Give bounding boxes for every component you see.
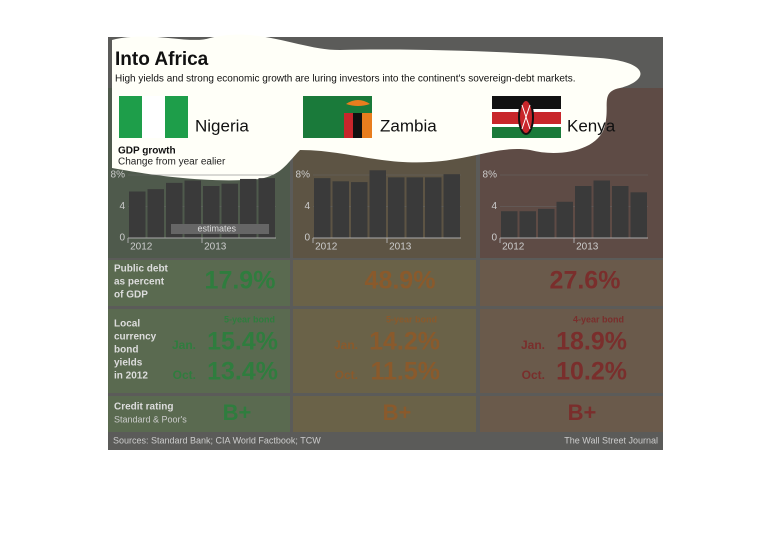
row-label: as percent [114,277,165,288]
row-bg [293,309,476,393]
bar [184,180,201,238]
x-tick-label: 2013 [204,242,227,253]
flag-stripe [353,113,362,138]
bar [314,178,331,238]
bar [129,191,146,238]
bar [575,186,592,238]
flag-spear [521,104,531,130]
row-label: bond [114,345,138,356]
row-bg [108,309,290,393]
row-bg [108,396,290,432]
content: Into Africa High yields and strong econom… [111,49,658,445]
bond-yield: 18.9% [556,328,627,356]
flag-eagle [346,100,370,106]
bond-month: Jan. [334,338,358,352]
subtitle: High yields and strong economic growth a… [115,74,575,85]
flag-stripe [142,96,165,138]
y-tick-label: 4 [304,201,310,212]
y-tick-label: 8% [296,170,311,181]
bar [351,182,368,238]
flag-stripe [344,113,353,138]
bond-month: Jan. [172,338,196,352]
bar [538,208,555,238]
bar [258,178,275,238]
bond-yield: 10.2% [556,358,627,386]
row-label: Local [114,319,140,330]
y-tick-label: 8% [483,170,498,181]
row-label: Standard & Poor's [114,414,187,424]
y-tick-label: 4 [491,201,497,212]
row-label: of GDP [114,290,148,301]
gdp-title: GDP growth [118,146,176,157]
x-tick-label: 2013 [576,242,599,253]
row-label: currency [114,332,157,343]
bond-type: 5-year bond [386,314,437,324]
credit: The Wall Street Journal [564,435,658,445]
bond-month: Oct. [173,368,196,382]
gdp-subtitle: Change from year ealier [118,157,226,168]
country-name: Nigeria [195,116,249,135]
flag-stripe [119,96,142,138]
flag-stripe [165,96,188,138]
bar [147,189,164,238]
annotation: estimates [198,223,237,233]
y-tick-label: 4 [119,201,125,212]
bar [593,180,610,238]
bar [556,201,573,238]
debt-value: 48.9% [365,267,436,295]
debt-value: 27.6% [550,267,621,295]
row-bg [480,309,663,393]
bond-yield: 13.4% [207,358,278,386]
debt-value: 17.9% [205,267,276,295]
y-tick-label: 8% [111,170,126,181]
rating: B+ [223,400,252,425]
source: Sources: Standard Bank; CIA World Factbo… [113,435,321,445]
flag-stripe [362,113,372,138]
row-label: yields [114,358,143,369]
country-name: Zambia [380,116,437,135]
y-tick-label: 0 [119,233,125,244]
row-bg [480,260,663,306]
bar [630,192,647,238]
y-tick-label: 0 [491,233,497,244]
row-bg [108,260,290,306]
x-tick-label: 2012 [130,242,153,253]
y-tick-label: 0 [304,233,310,244]
bar [501,211,518,238]
bond-month: Oct. [522,368,545,382]
bar [443,174,460,238]
rating: B+ [383,400,412,425]
bond-yield: 14.2% [369,328,440,356]
annotation-box [171,224,270,234]
x-tick-label: 2013 [389,242,412,253]
bar [369,170,386,238]
row-label: in 2012 [114,371,148,382]
row-bg [293,396,476,432]
bar [519,211,536,238]
bond-yield: 11.5% [370,358,440,386]
bond-type: 5-year bond [224,314,275,324]
title: Into Africa [115,49,209,70]
bar [425,177,442,238]
row-bg [480,396,663,432]
bar [240,178,257,238]
row-label: Public debt [114,264,169,275]
bar [332,181,349,238]
row-label: Credit rating [114,402,173,413]
row-bg [293,260,476,306]
bar [388,177,405,238]
bar [612,186,629,238]
rating: B+ [568,400,597,425]
bond-yield: 15.4% [207,328,278,356]
bond-month: Oct. [335,368,358,382]
flags [119,96,561,138]
bond-month: Jan. [521,338,545,352]
country-name: Kenya [567,116,616,135]
x-tick-label: 2012 [502,242,525,253]
bar [406,177,423,238]
highlight [112,34,641,181]
bond-type: 4-year bond [573,314,624,324]
x-tick-label: 2012 [315,242,338,253]
